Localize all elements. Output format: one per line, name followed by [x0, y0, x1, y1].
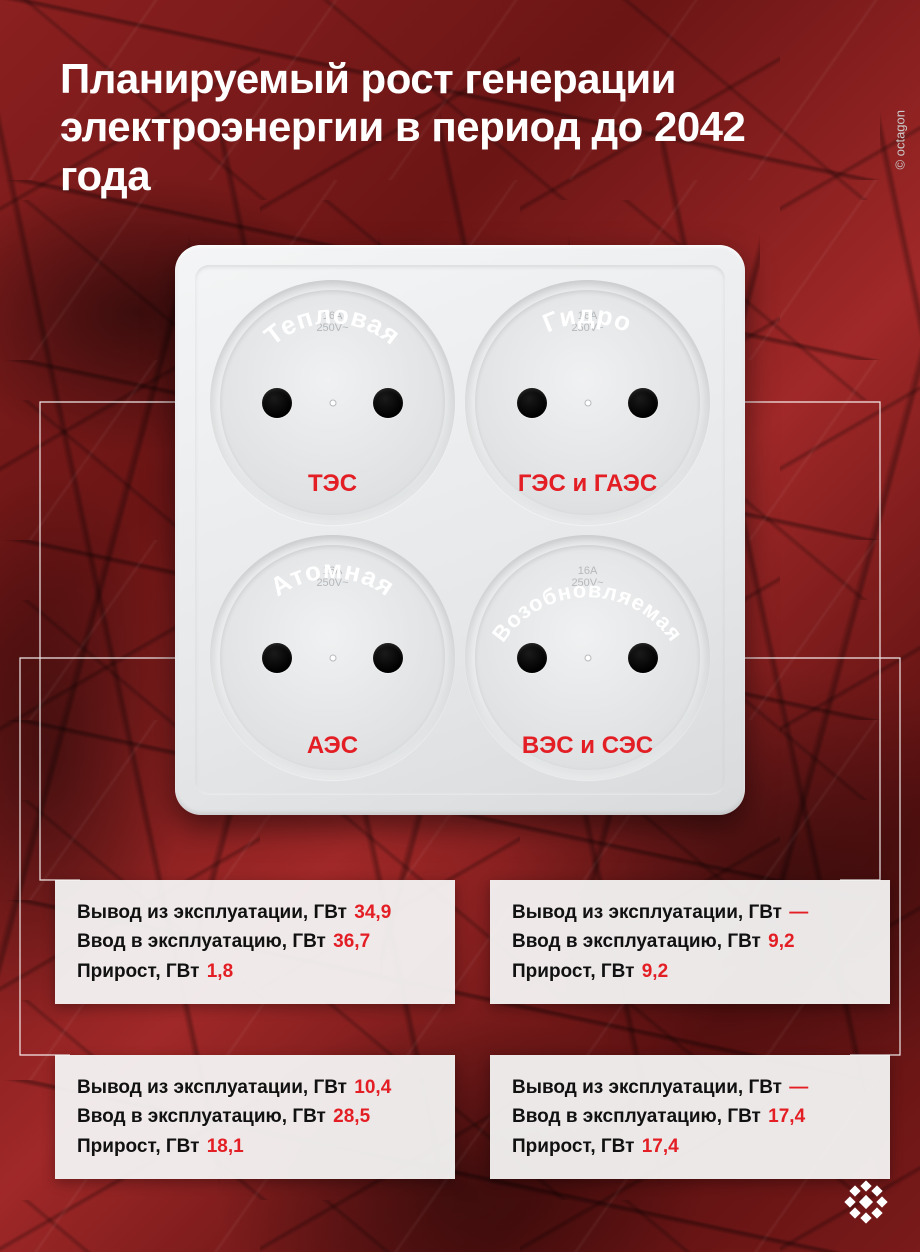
row-growth: Прирост, ГВт 9,2	[512, 957, 868, 986]
connector-node	[329, 399, 336, 406]
row-decommission: Вывод из эксплуатации, ГВт 34,9	[77, 898, 433, 927]
row-growth: Прирост, ГВт 18,1	[77, 1132, 433, 1161]
copyright: © octagon	[892, 110, 907, 169]
row-commission: Ввод в эксплуатацию, ГВт 17,4	[512, 1102, 868, 1131]
octagon-logo-icon	[844, 1180, 888, 1224]
row-commission: Ввод в эксплуатацию, ГВт 36,7	[77, 927, 433, 956]
sub-label-thermal: ТЭС	[210, 470, 455, 498]
row-growth: Прирост, ГВт 17,4	[512, 1132, 868, 1161]
socket-hole	[262, 388, 292, 418]
row-decommission: Вывод из эксплуатации, ГВт 10,4	[77, 1073, 433, 1102]
sub-label-nuclear: АЭС	[210, 732, 455, 760]
databox-nuclear: Вывод из эксплуатации, ГВт 10,4 Ввод в э…	[55, 1055, 455, 1179]
page-title: Планируемый рост генерации электроэнерги…	[60, 55, 840, 200]
socket-rating: 16A250V~	[210, 310, 455, 334]
outlet-plate: 16A250V~ Тепловая ТЭС 16A250V~ Гидро ГЭС…	[175, 245, 745, 815]
sub-label-hydro: ГЭС и ГАЭС	[465, 470, 710, 498]
databox-thermal: Вывод из эксплуатации, ГВт 34,9 Ввод в э…	[55, 880, 455, 1004]
row-commission: Ввод в эксплуатацию, ГВт 9,2	[512, 927, 868, 956]
databox-renewable: Вывод из эксплуатации, ГВт — Ввод в эксп…	[490, 1055, 890, 1179]
socket-hole	[373, 388, 403, 418]
row-growth: Прирост, ГВт 1,8	[77, 957, 433, 986]
socket-rating: 16A250V~	[465, 310, 710, 334]
row-commission: Ввод в эксплуатацию, ГВт 28,5	[77, 1102, 433, 1131]
sub-label-renewable: ВЭС и СЭС	[465, 732, 710, 760]
socket-rating: 16A250V~	[465, 565, 710, 589]
databox-hydro: Вывод из эксплуатации, ГВт — Ввод в эксп…	[490, 880, 890, 1004]
row-decommission: Вывод из эксплуатации, ГВт —	[512, 1073, 868, 1102]
row-decommission: Вывод из эксплуатации, ГВт —	[512, 898, 868, 927]
socket-rating: 16A250V~	[210, 565, 455, 589]
